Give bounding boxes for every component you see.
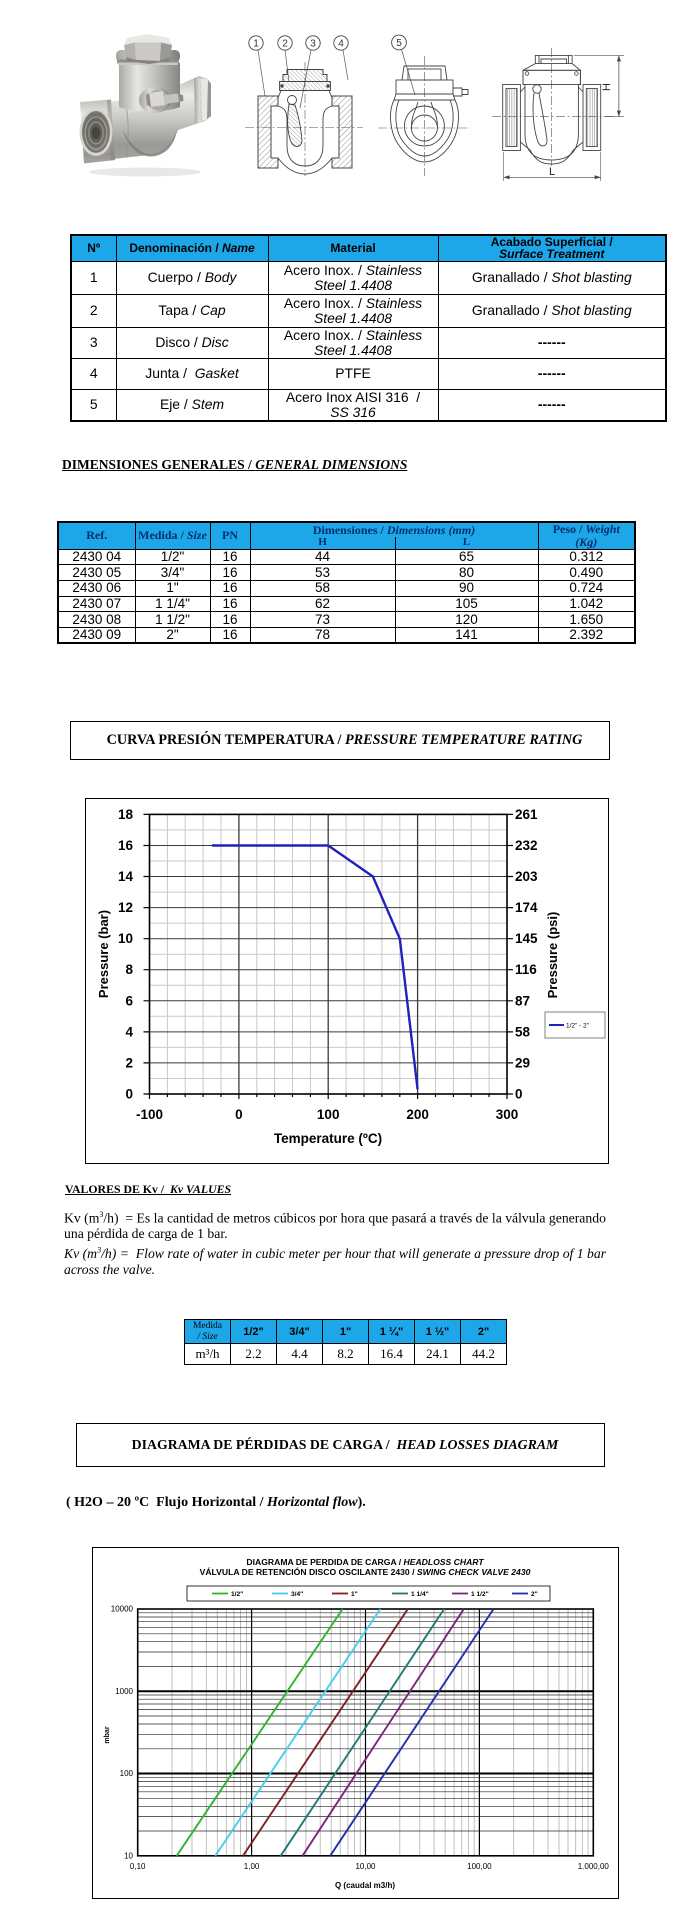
svg-text:1 1/4": 1 1/4" — [411, 1591, 429, 1598]
svg-text:100,00: 100,00 — [467, 1862, 492, 1871]
svg-text:300: 300 — [496, 1107, 519, 1122]
svg-text:Pressure (psi): Pressure (psi) — [545, 912, 560, 999]
svg-text:3/4": 3/4" — [291, 1591, 303, 1598]
svg-text:H: H — [601, 83, 613, 91]
svg-text:1.000,00: 1.000,00 — [578, 1862, 610, 1871]
svg-text:2: 2 — [125, 1055, 133, 1070]
svg-text:200: 200 — [406, 1107, 429, 1122]
svg-text:4: 4 — [125, 1024, 133, 1039]
svg-text:3: 3 — [310, 39, 316, 50]
svg-text:8: 8 — [125, 962, 133, 977]
svg-text:5: 5 — [396, 38, 402, 49]
svg-text:L: L — [549, 166, 555, 178]
svg-text:10: 10 — [124, 1852, 133, 1861]
svg-text:2": 2" — [531, 1591, 538, 1598]
svg-text:1,00: 1,00 — [244, 1862, 260, 1871]
svg-text:DIAGRAMA DE PERDIDA DE CARGA /: DIAGRAMA DE PERDIDA DE CARGA / HEADLOSS … — [246, 1557, 484, 1567]
svg-text:100: 100 — [317, 1107, 340, 1122]
svg-text:Q (caudal m3/h): Q (caudal m3/h) — [335, 1881, 395, 1890]
svg-text:6: 6 — [125, 993, 133, 1008]
svg-text:29: 29 — [515, 1055, 530, 1070]
svg-text:0,10: 0,10 — [130, 1862, 146, 1871]
svg-text:1/2": 1/2" — [231, 1591, 243, 1598]
svg-text:Temperature (ºC): Temperature (ºC) — [274, 1131, 382, 1146]
svg-text:4: 4 — [338, 39, 344, 50]
svg-text:100: 100 — [120, 1769, 134, 1778]
svg-text:10,00: 10,00 — [355, 1862, 376, 1871]
svg-text:16: 16 — [118, 838, 134, 853]
svg-text:10000: 10000 — [111, 1605, 134, 1614]
svg-text:-100: -100 — [136, 1107, 163, 1122]
svg-text:145: 145 — [515, 931, 538, 946]
svg-text:10: 10 — [118, 931, 133, 946]
svg-text:12: 12 — [118, 900, 133, 915]
svg-text:1": 1" — [351, 1591, 358, 1598]
svg-text:1: 1 — [253, 39, 259, 50]
svg-text:1 1/2": 1 1/2" — [471, 1591, 489, 1598]
svg-text:2: 2 — [282, 39, 288, 50]
svg-text:116: 116 — [515, 962, 537, 977]
svg-text:0: 0 — [515, 1087, 523, 1102]
svg-text:mbar: mbar — [104, 1726, 111, 1743]
svg-text:232: 232 — [515, 838, 538, 853]
svg-text:1/2” - 2”: 1/2” - 2” — [566, 1023, 589, 1030]
svg-text:261: 261 — [515, 807, 538, 822]
svg-text:203: 203 — [515, 869, 538, 884]
svg-text:58: 58 — [515, 1024, 531, 1039]
svg-text:Pressure (bar): Pressure (bar) — [96, 910, 111, 998]
svg-text:14: 14 — [118, 869, 134, 884]
svg-text:0: 0 — [125, 1087, 133, 1102]
svg-text:87: 87 — [515, 993, 530, 1008]
svg-text:VÁLVULA DE RETENCIÓN DISCO OSC: VÁLVULA DE RETENCIÓN DISCO OSCILANTE 243… — [200, 1566, 531, 1577]
svg-text:0: 0 — [235, 1107, 243, 1122]
svg-text:174: 174 — [515, 900, 538, 915]
svg-text:1000: 1000 — [115, 1687, 133, 1696]
svg-text:18: 18 — [118, 807, 134, 822]
